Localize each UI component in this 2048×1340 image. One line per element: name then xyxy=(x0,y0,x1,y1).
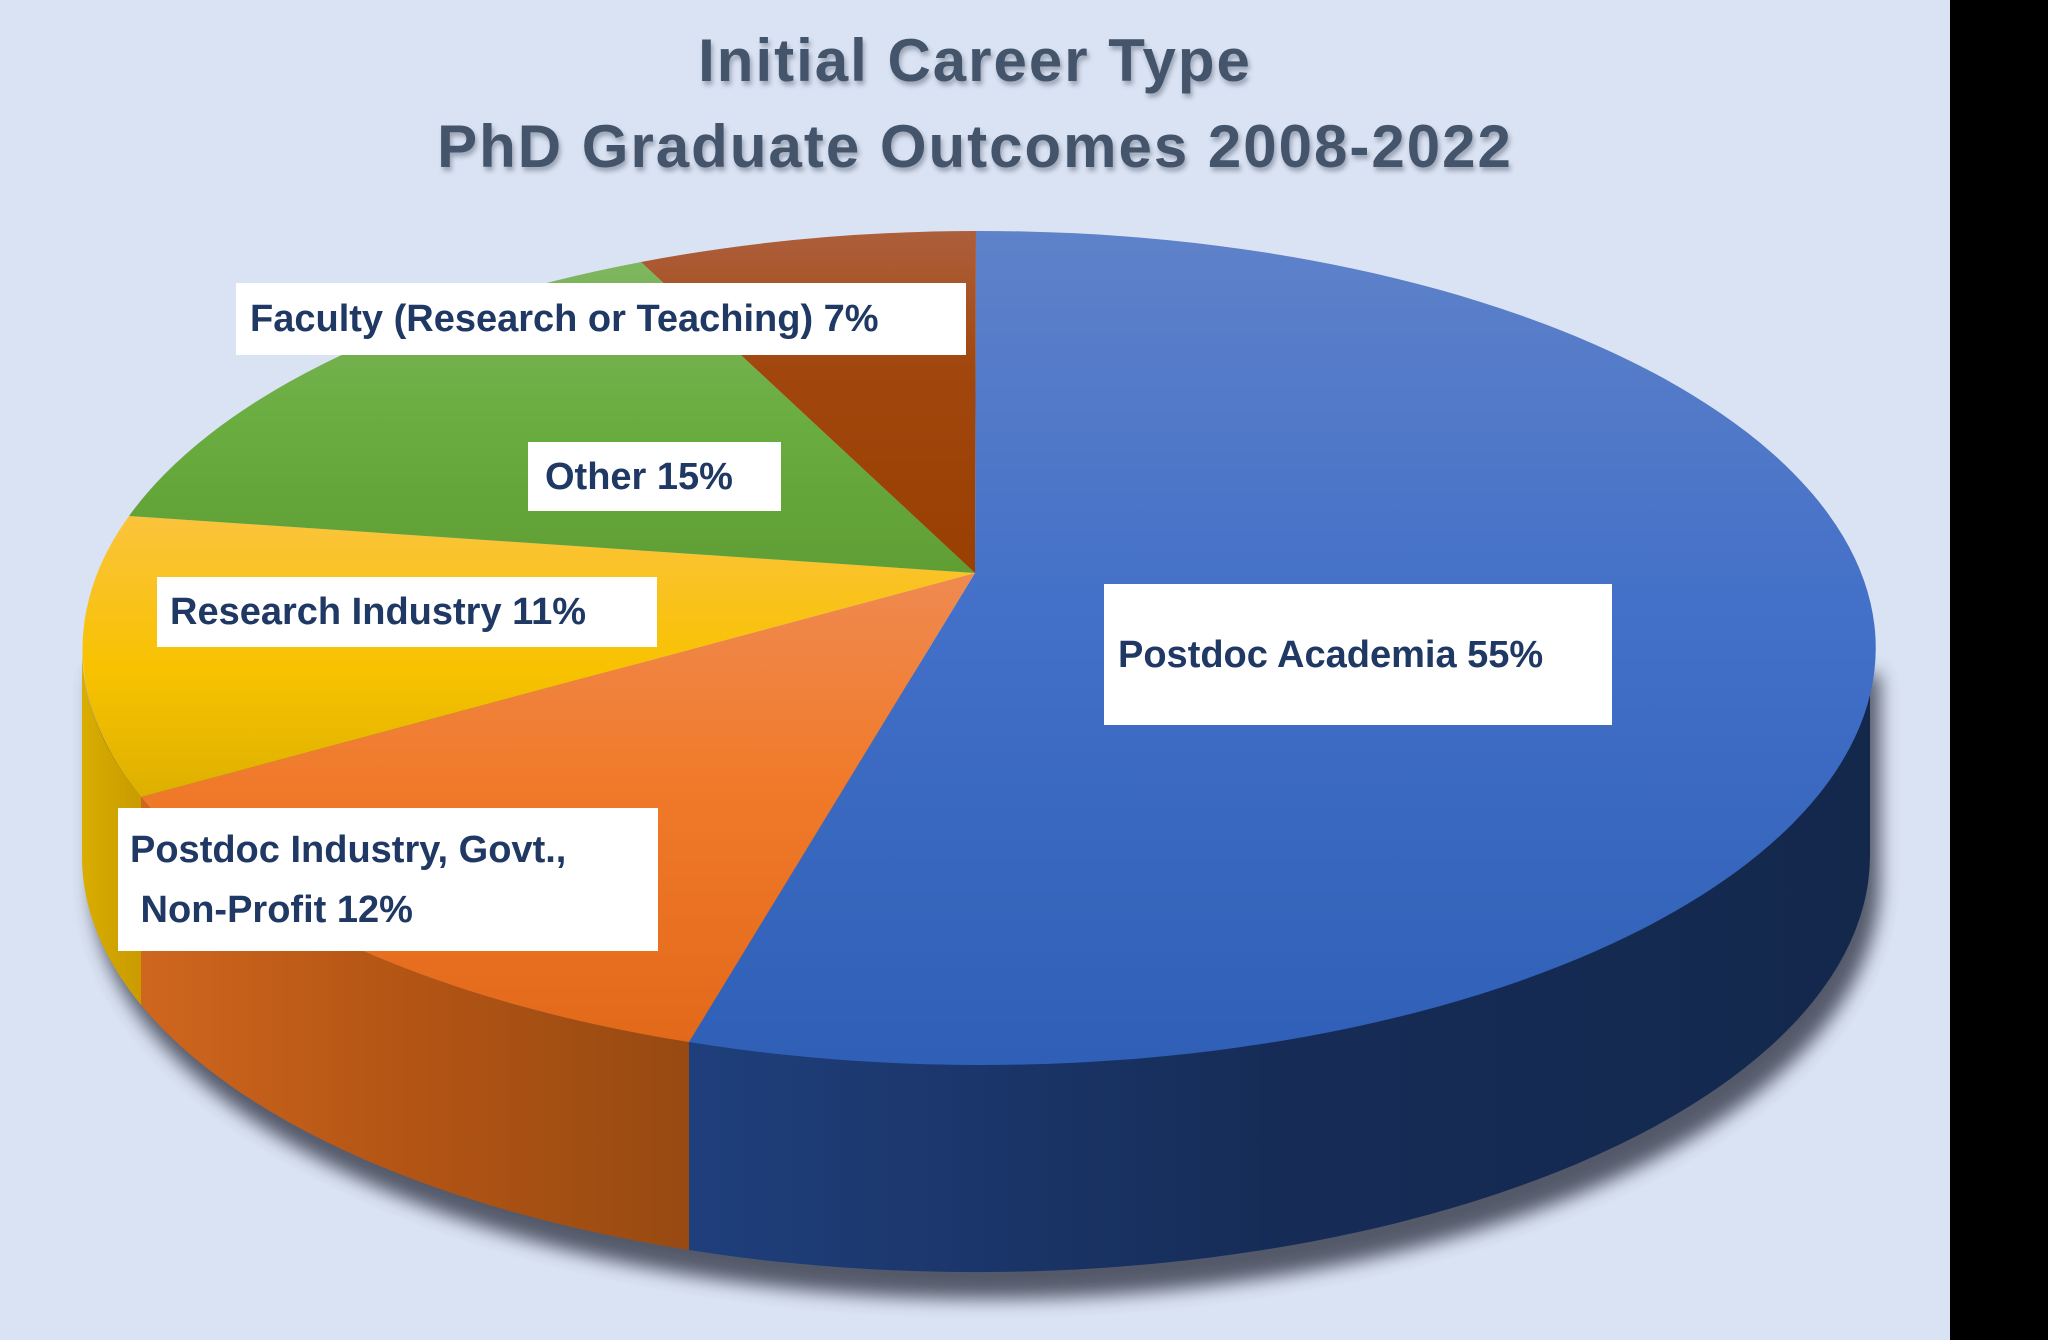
data-label-postdoc-academia-text: Postdoc Academia 55% xyxy=(1118,633,1544,676)
data-label-postdoc-industry-line-1: Postdoc Industry, Govt., xyxy=(130,828,567,871)
data-label-other: Other 15% xyxy=(528,442,781,511)
data-label-research-industry: Research Industry 11% xyxy=(157,577,657,647)
data-label-postdoc-industry: Postdoc Industry, Govt., Non-Profit 12% xyxy=(118,808,658,951)
chart-title: Initial Career Type PhD Graduate Outcome… xyxy=(0,18,1950,190)
data-label-postdoc-industry-line-2: Non-Profit 12% xyxy=(130,888,413,931)
chart-title-line-1: Initial Career Type xyxy=(698,27,1252,94)
data-label-faculty-text: Faculty (Research or Teaching) 7% xyxy=(250,298,879,340)
data-label-other-text: Other 15% xyxy=(545,455,733,498)
data-label-research-industry-text: Research Industry 11% xyxy=(170,591,587,633)
data-label-postdoc-academia: Postdoc Academia 55% xyxy=(1104,584,1612,725)
black-border xyxy=(1950,0,2048,1340)
data-label-faculty: Faculty (Research or Teaching) 7% xyxy=(236,283,966,355)
slice-side-postdoc-academia xyxy=(689,648,1870,1273)
chart-title-line-2: PhD Graduate Outcomes 2008-2022 xyxy=(437,113,1513,180)
